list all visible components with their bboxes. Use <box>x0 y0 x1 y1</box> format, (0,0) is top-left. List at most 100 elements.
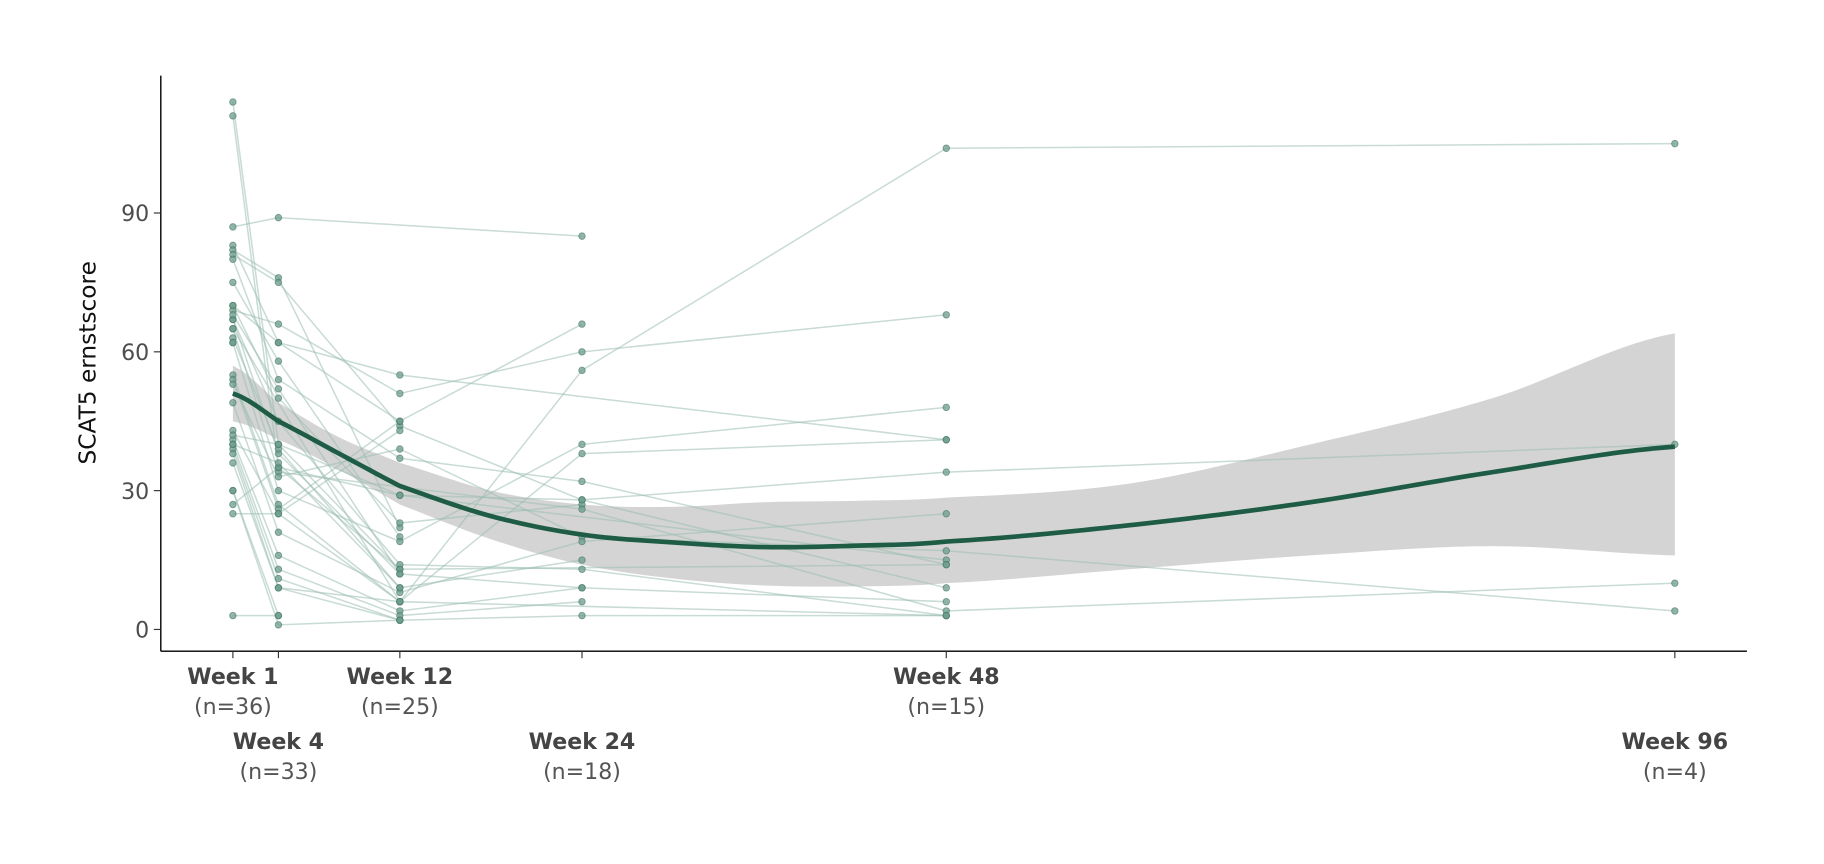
data-point <box>274 621 283 629</box>
x-tick-label: Week 1 <box>187 664 278 690</box>
subject-trajectory-line <box>232 328 401 603</box>
data-point <box>229 112 237 120</box>
subject-trajectory-line <box>232 462 947 617</box>
data-point <box>1671 579 1679 587</box>
data-point <box>229 399 237 407</box>
ci-band-layer <box>232 333 1675 587</box>
data-point <box>578 449 586 458</box>
data-point <box>578 440 586 449</box>
data-point <box>229 324 237 333</box>
data-point <box>578 611 586 620</box>
data-point <box>274 320 283 328</box>
data-point <box>578 537 586 546</box>
x-ticks: Week 1 (n=36) Week 4 (n=33) Week 12 (n=25) Wee… <box>187 651 1728 785</box>
data-point <box>274 584 283 592</box>
data-point <box>274 338 283 347</box>
y-axis-title: SCAT5 ernstscore <box>75 261 102 464</box>
data-point <box>1671 139 1679 148</box>
data-point <box>274 565 283 574</box>
data-point <box>229 98 237 106</box>
y-tick-label: 30 <box>121 479 149 505</box>
data-point <box>942 547 950 555</box>
data-point <box>578 477 586 486</box>
data-point <box>396 616 404 624</box>
data-point <box>578 366 586 375</box>
data-point <box>396 584 404 592</box>
data-point <box>396 445 404 453</box>
subject-trajectory-line <box>232 323 583 511</box>
y-tick-label: 0 <box>135 618 149 644</box>
data-point <box>396 426 404 435</box>
data-point <box>578 496 586 504</box>
data-point <box>942 144 950 152</box>
subject-trajectory-line <box>232 101 947 561</box>
data-point <box>274 385 283 393</box>
data-point <box>942 436 950 444</box>
data-point <box>274 473 283 481</box>
data-point <box>229 510 237 518</box>
subject-trajectory-line <box>232 216 583 237</box>
subject-trajectory-line <box>232 319 583 589</box>
data-point <box>229 486 237 495</box>
smooth-trend-line <box>232 391 1676 550</box>
data-point <box>578 320 586 328</box>
data-point <box>396 491 404 499</box>
x-tick-label: Week 12 <box>347 664 454 690</box>
x-tick-label: Week 96 <box>1622 729 1729 755</box>
data-point <box>229 301 237 310</box>
data-point <box>396 519 404 527</box>
data-point <box>229 380 237 388</box>
data-point <box>229 431 237 439</box>
y-tick-label: 90 <box>121 201 149 227</box>
data-point <box>942 560 950 569</box>
data-point <box>274 611 283 620</box>
data-point <box>274 486 283 495</box>
data-point <box>229 311 237 319</box>
x-tick-count: (n=18) <box>543 759 621 785</box>
data-point <box>942 468 950 476</box>
data-point <box>578 505 586 513</box>
data-point <box>1671 607 1679 615</box>
x-tick-count: (n=33) <box>240 759 318 785</box>
data-point <box>942 611 950 620</box>
data-point <box>396 417 404 425</box>
data-point <box>229 223 237 231</box>
data-point <box>229 440 237 449</box>
subject-trajectory-line <box>232 444 583 617</box>
data-point <box>229 611 237 620</box>
data-point <box>396 570 404 578</box>
data-point <box>274 357 283 365</box>
data-point <box>274 375 283 384</box>
subject-trajectory-line <box>232 337 583 589</box>
data-point <box>229 278 237 287</box>
data-point <box>229 500 237 509</box>
data-point <box>396 454 404 462</box>
x-tick-count: (n=15) <box>907 694 985 720</box>
data-point <box>229 459 237 467</box>
data-point <box>578 584 586 592</box>
data-point <box>229 255 237 264</box>
data-point <box>942 510 950 518</box>
data-point <box>274 528 283 537</box>
data-point <box>274 394 283 402</box>
data-point <box>578 348 586 356</box>
data-point <box>229 338 237 347</box>
subject-trajectory-line <box>232 142 1675 603</box>
data-point <box>274 459 283 467</box>
data-point <box>396 537 404 546</box>
data-point <box>274 551 283 560</box>
x-tick-count: (n=4) <box>1643 759 1707 785</box>
data-point <box>942 311 950 319</box>
x-tick-count: (n=25) <box>361 694 439 720</box>
data-point <box>274 278 283 287</box>
subject-trajectory-line <box>232 434 947 571</box>
data-point <box>396 597 404 606</box>
data-point <box>274 440 283 449</box>
data-point <box>274 510 283 518</box>
y-tick-label: 60 <box>121 340 149 366</box>
x-tick-count: (n=36) <box>194 694 272 720</box>
data-point <box>396 389 404 398</box>
data-point <box>578 556 586 564</box>
data-point <box>578 597 586 606</box>
